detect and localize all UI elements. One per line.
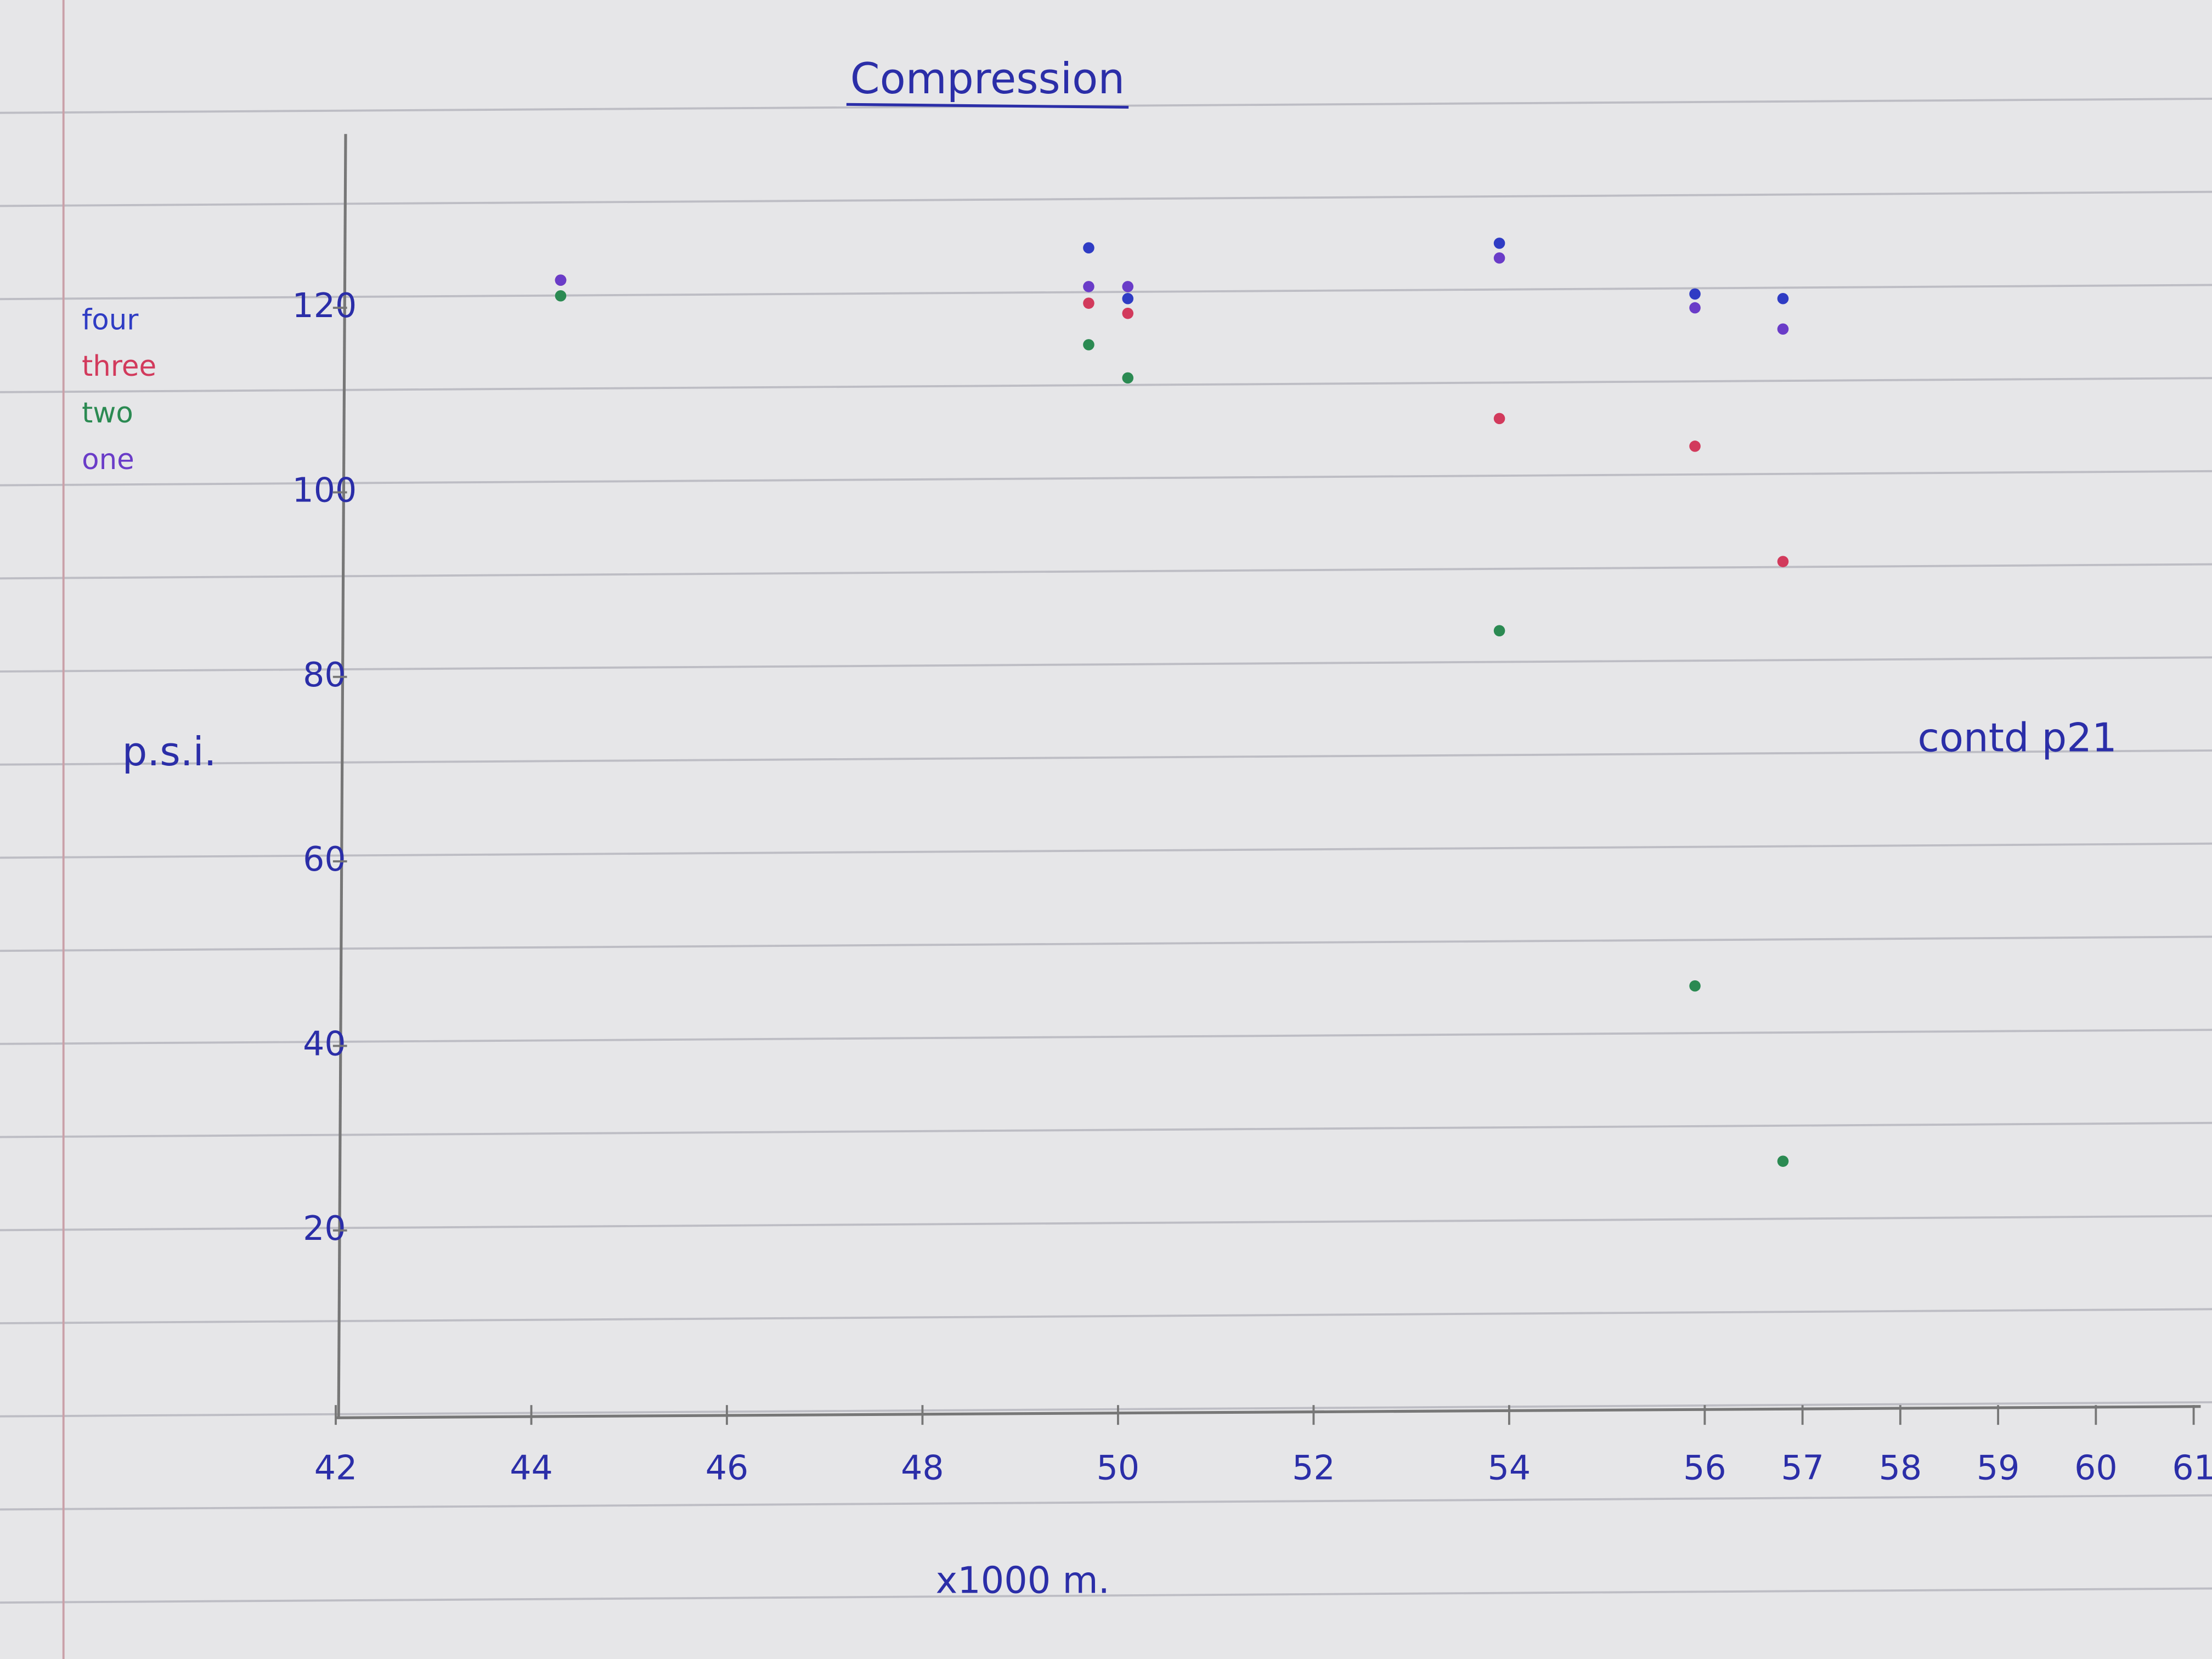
annotation: contd p21 [1917, 715, 2117, 761]
x-tick-label: 48 [901, 1448, 944, 1488]
legend-entry: four [82, 303, 139, 336]
data-point [1122, 307, 1134, 319]
y-tick-label: 20 [303, 1209, 346, 1248]
ruled-line [0, 1029, 2212, 1045]
chart-title: Compression [850, 54, 1125, 104]
y-axis [337, 134, 347, 1418]
data-point [1689, 980, 1701, 992]
x-tick-label: 58 [1879, 1448, 1922, 1488]
data-point [1122, 372, 1134, 384]
data-point [1122, 292, 1134, 304]
x-tick-label: 42 [314, 1448, 358, 1488]
x-tick-label: 44 [510, 1448, 553, 1488]
data-point [1777, 556, 1789, 567]
legend-entry: two [82, 397, 133, 430]
data-point [555, 290, 567, 302]
ruled-line [0, 656, 2212, 673]
data-point [1493, 252, 1505, 264]
x-axis-label: x1000 m. [936, 1559, 1110, 1602]
y-axis-label: p.s.i. [122, 729, 217, 775]
y-tick-label: 100 [292, 471, 357, 510]
data-point [1122, 281, 1134, 292]
data-point [1083, 242, 1094, 254]
data-point [1689, 441, 1701, 452]
ruled-line [0, 284, 2212, 301]
data-point [1083, 339, 1094, 351]
ruled-line [0, 1587, 2212, 1604]
legend-entry: three [82, 350, 156, 383]
ruled-line [0, 470, 2212, 487]
data-point [1777, 1155, 1789, 1167]
ruled-line [0, 749, 2212, 766]
x-tick-label: 61 [2172, 1448, 2212, 1488]
x-tick-label: 57 [1781, 1448, 1824, 1488]
y-tick-label: 80 [303, 655, 346, 695]
data-point [1777, 292, 1789, 304]
x-tick-label: 60 [2074, 1448, 2118, 1488]
ruled-line [0, 935, 2212, 952]
x-axis [335, 1405, 2201, 1419]
y-tick-label: 60 [303, 839, 346, 879]
data-point [1493, 413, 1505, 425]
ruled-line [0, 1308, 2212, 1324]
ruled-line [0, 1401, 2212, 1418]
ruled-line [0, 1215, 2212, 1232]
ruled-line [0, 1121, 2212, 1138]
data-point [1493, 625, 1505, 636]
y-tick-label: 120 [292, 286, 357, 325]
data-point [1689, 302, 1701, 314]
data-point [1689, 288, 1701, 300]
data-point [555, 274, 567, 286]
x-tick-label: 54 [1488, 1448, 1531, 1488]
data-point [1777, 323, 1789, 335]
y-tick-label: 40 [303, 1024, 346, 1064]
data-point [1083, 297, 1094, 309]
ruled-lines [0, 98, 2212, 1604]
ruled-line [0, 190, 2212, 207]
x-tick-label: 56 [1683, 1448, 1726, 1488]
legend-entry: one [82, 443, 134, 476]
x-tick-label: 52 [1292, 1448, 1335, 1488]
x-tick-label: 46 [706, 1448, 749, 1488]
ruled-line [0, 1494, 2212, 1511]
data-point [1493, 238, 1505, 249]
ruled-line [0, 842, 2212, 859]
title-underline [846, 103, 1129, 109]
ruled-line [0, 563, 2212, 580]
ruled-line [0, 377, 2212, 393]
x-tick-label: 50 [1097, 1448, 1140, 1488]
x-tick-label: 59 [1977, 1448, 2020, 1488]
data-point [1083, 281, 1094, 292]
